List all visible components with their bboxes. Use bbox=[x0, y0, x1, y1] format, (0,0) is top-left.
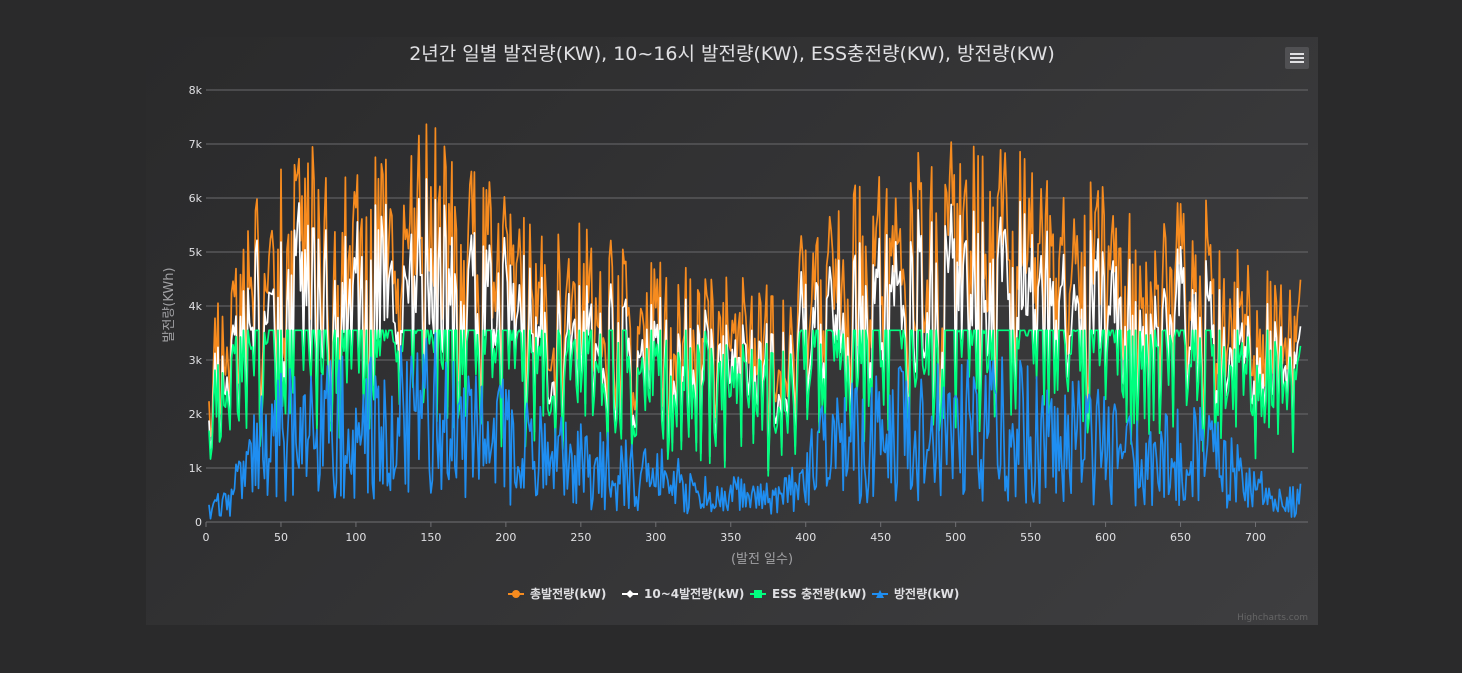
x-tick-label: 650 bbox=[1170, 531, 1191, 544]
legend-circle-icon bbox=[512, 590, 520, 598]
x-tick-label: 150 bbox=[420, 531, 441, 544]
x-tick-label: 600 bbox=[1095, 531, 1116, 544]
legend-item[interactable]: 방전량(kW) bbox=[872, 586, 959, 601]
plot-area bbox=[208, 123, 1302, 520]
context-menu-button[interactable] bbox=[1285, 47, 1309, 69]
legend-label: 총발전량(kW) bbox=[530, 586, 606, 601]
y-tick-label: 0 bbox=[195, 516, 202, 529]
legend-label: ESS 충전량(kW) bbox=[772, 586, 866, 601]
grid-lines bbox=[205, 89, 1308, 527]
x-tick-label: 550 bbox=[1020, 531, 1041, 544]
series-line bbox=[208, 178, 1302, 472]
legend-item[interactable]: ESS 충전량(kW) bbox=[750, 586, 866, 601]
y-axis-title: 발전량(KWh) bbox=[162, 267, 177, 342]
chart-container: 2년간 일별 발전량(KW), 10~16시 발전량(KW), ESS충전량(K… bbox=[146, 37, 1318, 625]
chart-svg: 2년간 일별 발전량(KW), 10~16시 발전량(KW), ESS충전량(K… bbox=[162, 43, 1308, 623]
x-tick-label: 400 bbox=[795, 531, 816, 544]
y-tick-label: 4k bbox=[189, 300, 203, 313]
legend-triangle-icon bbox=[876, 590, 884, 598]
legend-item[interactable]: 10~4발전량(kW) bbox=[622, 586, 744, 601]
x-tick-label: 350 bbox=[720, 531, 741, 544]
x-tick-label: 100 bbox=[345, 531, 366, 544]
x-axis-title: (발전 일수) bbox=[731, 552, 793, 567]
y-tick-label: 5k bbox=[189, 246, 203, 259]
legend-square-icon bbox=[754, 590, 762, 598]
credits-link[interactable]: Highcharts.com bbox=[1237, 613, 1308, 623]
legend-item[interactable]: 총발전량(kW) bbox=[508, 586, 606, 601]
y-tick-label: 8k bbox=[189, 84, 203, 97]
x-tick-label: 50 bbox=[274, 531, 288, 544]
x-tick-label: 300 bbox=[645, 531, 666, 544]
legend-diamond-icon bbox=[626, 590, 634, 598]
series-line bbox=[208, 332, 1302, 520]
y-tick-label: 6k bbox=[189, 192, 203, 205]
x-tick-label: 700 bbox=[1245, 531, 1266, 544]
series-line bbox=[208, 329, 1302, 477]
legend-label: 10~4발전량(kW) bbox=[644, 586, 744, 601]
menu-icon-line bbox=[1290, 53, 1304, 55]
chart-title: 2년간 일별 발전량(KW), 10~16시 발전량(KW), ESS충전량(K… bbox=[409, 43, 1055, 65]
legend: 총발전량(kW) 10~4발전량(kW) ESS 충전량(kW) 방전량(kW) bbox=[508, 586, 959, 601]
y-axis-ticks: 0 1k 2k 3k 4k 5k 6k 7k 8k bbox=[189, 84, 203, 529]
y-tick-label: 2k bbox=[189, 408, 203, 421]
series-line bbox=[208, 123, 1302, 458]
x-tick-label: 200 bbox=[495, 531, 516, 544]
y-tick-label: 1k bbox=[189, 462, 203, 475]
x-axis-ticks: 0 50 100 150 200 250 300 350 400 450 500 550 600 650 7… bbox=[203, 531, 1267, 544]
x-tick-label: 500 bbox=[945, 531, 966, 544]
menu-icon-line bbox=[1290, 57, 1304, 59]
legend-label: 방전량(kW) bbox=[894, 586, 959, 601]
x-tick-label: 250 bbox=[570, 531, 591, 544]
y-tick-label: 7k bbox=[189, 138, 203, 151]
y-tick-label: 3k bbox=[189, 354, 203, 367]
x-tick-label: 0 bbox=[203, 531, 210, 544]
menu-icon-line bbox=[1290, 61, 1304, 63]
x-tick-label: 450 bbox=[870, 531, 891, 544]
